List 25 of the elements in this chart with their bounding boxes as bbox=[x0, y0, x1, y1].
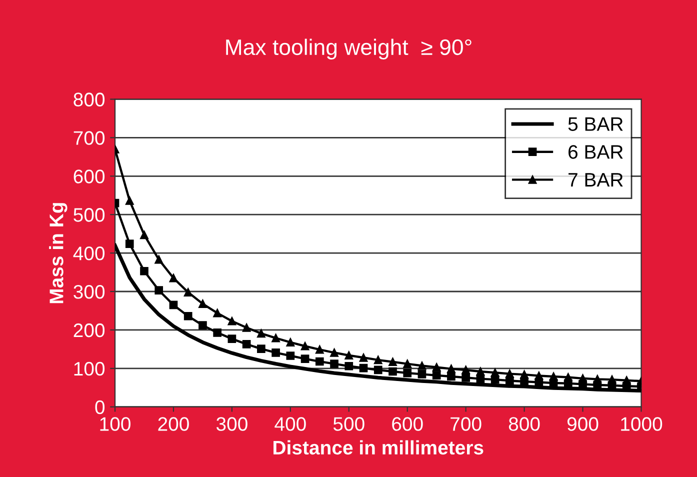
y-tick-label: 800 bbox=[74, 92, 105, 106]
x-tick-label: 400 bbox=[274, 417, 306, 431]
x-tick-label: 600 bbox=[392, 417, 423, 431]
x-tick-label: 100 bbox=[100, 417, 130, 431]
y-tick-label: 300 bbox=[74, 284, 105, 299]
x-tick-label: 900 bbox=[567, 417, 598, 431]
legend-label: 5 BAR bbox=[568, 117, 623, 131]
x-tick-label: 500 bbox=[333, 417, 364, 431]
x-tick-label: 200 bbox=[158, 417, 189, 431]
y-tick-label: 100 bbox=[74, 362, 105, 376]
x-tick-label: 1000 bbox=[621, 417, 662, 431]
chart-subtitle: Max tooling weight ≥ 90° bbox=[226, 38, 472, 60]
y-tick-label: 400 bbox=[73, 246, 105, 260]
y-tick-label: 500 bbox=[74, 208, 105, 222]
y-tick-label: 600 bbox=[74, 170, 105, 184]
legend-label: 7 BAR bbox=[568, 173, 623, 187]
x-tick-label: 800 bbox=[508, 417, 540, 431]
y-tick-label: 200 bbox=[74, 323, 105, 338]
y-tick-label: 0 bbox=[95, 400, 105, 414]
x-tick-label: 700 bbox=[450, 417, 482, 431]
x-tick-label: 300 bbox=[216, 417, 248, 431]
legend-label: 6 BAR bbox=[568, 145, 623, 159]
x-axis-title: Distance in millimeters bbox=[274, 440, 484, 455]
y-axis-title: Mass in Kg bbox=[49, 203, 68, 304]
y-tick-label: 700 bbox=[74, 131, 105, 145]
